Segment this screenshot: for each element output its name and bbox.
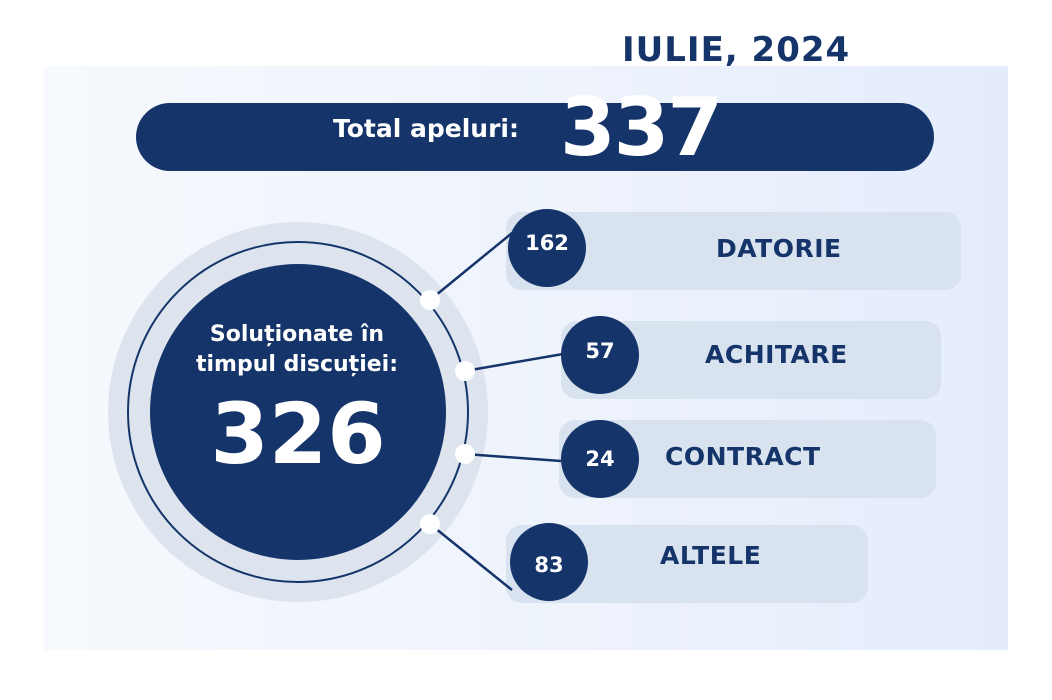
category-value-badge-achitare: 57 bbox=[561, 316, 639, 394]
total-calls-value: 337 bbox=[560, 81, 723, 174]
connector-contract bbox=[464, 452, 562, 463]
category-label-datorie: DATORIE bbox=[716, 234, 842, 263]
connector-altele bbox=[429, 523, 513, 591]
connector-datorie bbox=[429, 232, 513, 301]
category-value-badge-altele: 83 bbox=[510, 523, 588, 601]
month-title: IULIE, 2024 bbox=[622, 30, 851, 70]
outer-ring bbox=[127, 241, 469, 583]
resolved-value: 326 bbox=[210, 385, 386, 483]
category-label-altele: ALTELE bbox=[660, 541, 762, 570]
resolved-label-line2: timpul discuției: bbox=[196, 352, 398, 377]
resolved-label-line1: Soluționate în bbox=[209, 322, 385, 347]
connector-dot-datorie bbox=[420, 290, 440, 310]
total-calls-label: Total apeluri: bbox=[333, 114, 519, 143]
category-value-badge-contract: 24 bbox=[561, 420, 639, 498]
resolved-label: Soluționate în timpul discuției: bbox=[152, 320, 442, 380]
resolved-circle bbox=[150, 264, 446, 560]
connector-dot-altele bbox=[420, 514, 440, 534]
connector-dot-achitare bbox=[455, 361, 475, 381]
connector-dot-contract bbox=[455, 444, 475, 464]
category-value-badge-datorie: 162 bbox=[508, 209, 586, 287]
connector-achitare bbox=[464, 352, 564, 373]
total-calls-bar bbox=[136, 103, 934, 171]
category-label-contract: CONTRACT bbox=[665, 442, 821, 471]
category-label-achitare: ACHITARE bbox=[705, 340, 848, 369]
